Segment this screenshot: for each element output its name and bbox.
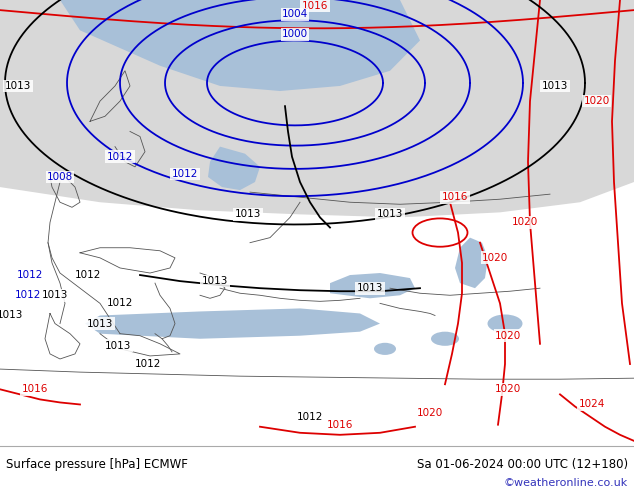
Polygon shape: [455, 238, 488, 288]
Text: Surface pressure [hPa] ECMWF: Surface pressure [hPa] ECMWF: [6, 458, 188, 471]
Text: 1004: 1004: [282, 9, 308, 19]
Text: 1012: 1012: [107, 152, 133, 162]
Text: 1024: 1024: [579, 399, 605, 410]
Text: 1012: 1012: [107, 298, 133, 308]
Text: 1020: 1020: [417, 408, 443, 417]
Text: 1012: 1012: [297, 412, 323, 421]
Polygon shape: [330, 273, 415, 298]
Text: 1013: 1013: [542, 81, 568, 91]
Text: 1013: 1013: [5, 81, 31, 91]
Text: 1020: 1020: [495, 331, 521, 341]
Ellipse shape: [488, 315, 522, 333]
Text: 1012: 1012: [75, 270, 101, 280]
Text: 1013: 1013: [377, 209, 403, 220]
Text: Sa 01-06-2024 00:00 UTC (12+180): Sa 01-06-2024 00:00 UTC (12+180): [417, 458, 628, 471]
Text: 1020: 1020: [495, 384, 521, 394]
Text: 1008: 1008: [47, 172, 73, 182]
Text: 1016: 1016: [22, 384, 48, 394]
Polygon shape: [85, 308, 380, 339]
Polygon shape: [0, 0, 634, 218]
Text: 1013: 1013: [202, 276, 228, 286]
Text: 1013: 1013: [87, 318, 113, 329]
Text: 1012: 1012: [172, 169, 198, 179]
Text: 1016: 1016: [302, 1, 328, 11]
Polygon shape: [208, 147, 260, 190]
Text: 1000: 1000: [282, 29, 308, 39]
Text: 1020: 1020: [482, 253, 508, 263]
Ellipse shape: [431, 332, 459, 346]
Text: 1020: 1020: [584, 96, 610, 106]
Polygon shape: [60, 0, 420, 91]
Text: 1016: 1016: [327, 420, 353, 430]
Ellipse shape: [374, 343, 396, 355]
Text: 1020: 1020: [512, 218, 538, 227]
Text: 1012: 1012: [135, 359, 161, 369]
Text: 1012: 1012: [15, 290, 41, 300]
Text: ©weatheronline.co.uk: ©weatheronline.co.uk: [504, 478, 628, 488]
Text: 1013: 1013: [0, 311, 23, 320]
Text: 1013: 1013: [357, 283, 383, 293]
Text: 1013: 1013: [105, 341, 131, 351]
Text: 1013: 1013: [42, 290, 68, 300]
Text: 1013: 1013: [235, 209, 261, 220]
Text: 1012: 1012: [17, 270, 43, 280]
Text: 1016: 1016: [442, 192, 468, 202]
